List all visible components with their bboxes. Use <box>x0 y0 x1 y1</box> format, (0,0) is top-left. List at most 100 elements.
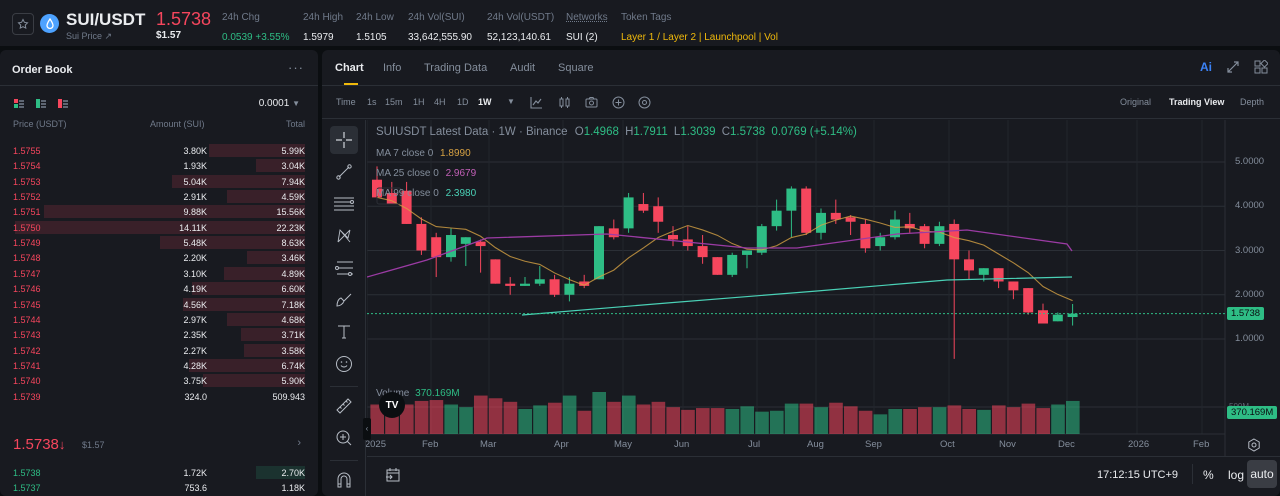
indicators-icon[interactable] <box>530 96 543 109</box>
tick-size-select[interactable]: 0.0001 ▼ <box>258 98 300 109</box>
last-price: 1.5738 <box>156 9 212 29</box>
ask-price: 1.5754 <box>13 161 41 172</box>
auto-scale-button[interactable]: auto <box>1247 460 1277 488</box>
current-price-badge: 1.5738 <box>1227 307 1265 320</box>
time-axis-label: Apr <box>554 439 569 450</box>
trendline-tool[interactable] <box>330 158 358 186</box>
collapse-toolbar-handle[interactable]: ‹ <box>363 418 371 440</box>
favorite-star-button[interactable] <box>12 13 34 35</box>
interval-1h[interactable]: 1H <box>413 97 425 107</box>
tradingview-logo[interactable]: TV <box>379 392 405 418</box>
measure-tool[interactable] <box>330 392 358 420</box>
emoji-tool[interactable] <box>330 350 358 378</box>
ask-total: 3.71K <box>281 330 305 341</box>
ask-row[interactable]: 1.5748 2.20K 3.46K <box>0 251 318 265</box>
ask-row[interactable]: 1.5753 5.04K 7.94K <box>0 174 318 189</box>
ask-row[interactable]: 1.5742 2.27K 3.58K <box>0 343 318 358</box>
ask-row[interactable]: 1.5744 2.97K 4.68K <box>0 312 318 327</box>
settings-icon[interactable] <box>638 96 651 109</box>
ask-total: 6.74K <box>281 360 305 371</box>
fib-tool[interactable] <box>330 254 358 282</box>
view-bids-icon[interactable] <box>36 99 46 109</box>
interval-time[interactable]: Time <box>336 97 356 107</box>
stat-24h-change: 24h Chg 0.0539 +3.55% <box>222 12 290 43</box>
stat-networks[interactable]: Networks SUI (2) <box>566 12 608 43</box>
ask-row[interactable]: 1.5740 3.75K 5.90K <box>0 374 318 388</box>
time-axis-label: Mar <box>480 439 497 450</box>
view-trading-view[interactable]: Trading View <box>1169 97 1225 107</box>
ask-row[interactable]: 1.5741 4.28K 6.74K <box>0 358 318 373</box>
ask-total: 3.46K <box>281 253 305 264</box>
divider <box>1192 464 1193 484</box>
layout-grid-icon[interactable] <box>1254 60 1268 74</box>
interval-1s[interactable]: 1s <box>367 97 377 107</box>
crosshair-tool[interactable] <box>330 126 358 154</box>
view-original[interactable]: Original <box>1120 97 1152 107</box>
ask-row[interactable]: 1.5749 5.48K 8.63K <box>0 236 318 250</box>
view-both-icon[interactable] <box>14 99 24 109</box>
zoom-in-icon <box>336 430 352 446</box>
ask-row[interactable]: 1.5755 3.80K 5.99K <box>0 144 318 158</box>
ask-row[interactable]: 1.5745 4.56K 7.18K <box>0 297 318 312</box>
symbol-subtitle[interactable]: Sui Price ↗ <box>66 31 113 41</box>
ask-row[interactable]: 1.5743 2.35K 3.71K <box>0 328 318 342</box>
ask-row[interactable]: 1.5739 324.0 509.943 <box>0 390 318 404</box>
ask-total: 15.56K <box>276 207 305 218</box>
ask-amount: 4.56K <box>183 299 207 310</box>
expand-icon[interactable] <box>1226 60 1240 74</box>
ma25-legend[interactable]: MA 25 close 0 2.9679 <box>376 168 477 179</box>
stat-24h-vol-sui: 24h Vol(SUI) 33,642,555.90 <box>408 12 472 43</box>
ask-row[interactable]: 1.5750 14.11K 22.23K <box>0 220 318 235</box>
ask-row[interactable]: 1.5747 3.10K 4.89K <box>0 266 318 281</box>
divider <box>367 456 1280 457</box>
bid-row[interactable]: 1.5738 1.72K 2.70K <box>0 466 318 480</box>
horizontal-lines-tool[interactable] <box>330 190 358 218</box>
ask-amount: 4.19K <box>183 284 207 295</box>
ask-row[interactable]: 1.5751 9.88K 15.56K <box>0 205 318 219</box>
ask-row[interactable]: 1.5754 1.93K 3.04K <box>0 159 318 173</box>
interval-15m[interactable]: 15m <box>385 97 403 107</box>
goto-date-icon[interactable] <box>385 467 401 483</box>
chevron-right-icon[interactable]: › <box>297 437 301 449</box>
bid-row[interactable]: 1.5737 753.6 1.18K <box>0 481 318 495</box>
ask-row[interactable]: 1.5752 2.91K 4.59K <box>0 190 318 204</box>
interval-1w[interactable]: 1W <box>478 97 492 107</box>
ma7-legend[interactable]: MA 7 close 0 1.8990 <box>376 148 471 159</box>
interval-dropdown-icon[interactable]: ▼ <box>507 97 515 106</box>
depth-bar <box>227 190 305 204</box>
tab-square[interactable]: Square <box>558 62 594 74</box>
view-depth[interactable]: Depth <box>1240 97 1265 107</box>
brush-tool[interactable] <box>330 286 358 314</box>
zoom-in-tool[interactable] <box>330 424 358 452</box>
stat-token-tags[interactable]: Token Tags Layer 1 / Layer 2 | Launchpoo… <box>621 12 778 43</box>
drawing-toolbar <box>322 120 366 496</box>
text-tool[interactable] <box>330 318 358 346</box>
order-book-title: Order Book <box>12 64 73 76</box>
pattern-icon <box>337 229 351 243</box>
depth-bar <box>224 266 305 280</box>
ask-total: 22.23K <box>276 222 305 233</box>
price-chart[interactable]: SUIUSDT Latest Data · 1W · Binance O1.49… <box>363 120 1280 496</box>
pattern-tool[interactable] <box>330 222 358 250</box>
percent-scale-button[interactable]: % <box>1203 468 1214 482</box>
tab-audit[interactable]: Audit <box>510 62 536 74</box>
tab-trading-data[interactable]: Trading Data <box>424 62 488 74</box>
tab-chart[interactable]: Chart <box>335 62 364 74</box>
ai-icon[interactable]: Ai <box>1200 60 1212 74</box>
magnet-tool[interactable] <box>330 466 358 494</box>
camera-icon[interactable] <box>585 96 598 109</box>
interval-1d[interactable]: 1D <box>457 97 469 107</box>
view-asks-icon[interactable] <box>58 99 68 109</box>
axis-settings-icon[interactable] <box>1247 438 1261 452</box>
interval-4h[interactable]: 4H <box>434 97 446 107</box>
ma99-legend[interactable]: MA 99 close 0 2.3980 <box>376 188 477 199</box>
more-horizontal-icon[interactable]: ··· <box>288 60 304 75</box>
ask-price: 1.5740 <box>13 376 41 387</box>
add-circle-icon[interactable] <box>612 96 625 109</box>
symbol-title[interactable]: SUI/USDT <box>66 10 146 29</box>
column-header-price: Price (USDT) <box>13 119 67 129</box>
candle-type-icon[interactable] <box>558 96 571 109</box>
ask-row[interactable]: 1.5746 4.19K 6.60K <box>0 282 318 296</box>
log-scale-button[interactable]: log <box>1228 468 1245 482</box>
tab-info[interactable]: Info <box>383 62 402 74</box>
